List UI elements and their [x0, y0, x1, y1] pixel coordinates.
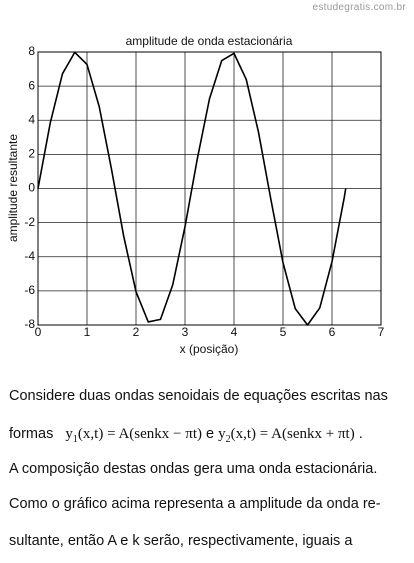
text: y [65, 426, 73, 442]
x-axis-label: x (posição) [180, 342, 239, 356]
x-tick-label: 1 [84, 325, 91, 339]
x-tick-label: 2 [133, 325, 140, 339]
subscript: 1 [72, 434, 78, 445]
chart-title: amplitude de onda estacionária [126, 34, 293, 48]
text: (x,t) = A(senkx + πt) [230, 426, 355, 442]
formula: y2(x,t) = A(senkx + πt) [218, 426, 355, 445]
data-line [37, 51, 347, 326]
y-tick-label: -2 [24, 215, 35, 229]
y-tick-label: 2 [28, 147, 35, 161]
x-tick-label: 3 [182, 325, 189, 339]
text: y [218, 426, 226, 442]
text-line: Considere duas ondas senoidais de equaçõ… [9, 388, 388, 404]
y-tick-label: 8 [28, 44, 35, 58]
x-tick-label: 4 [231, 325, 238, 339]
x-tick-label: 0 [35, 325, 42, 339]
y-tick-label: 4 [28, 112, 35, 126]
y-tick-label: 0 [28, 181, 35, 195]
x-tick-label: 6 [329, 325, 336, 339]
y-axis-label: amplitude resultante [6, 134, 20, 242]
x-tick-label: 7 [378, 325, 385, 339]
text-line: Como o gráfico acima representa a amplit… [9, 496, 381, 512]
text-line: formas y1(x,t) = A(senkx − πt) e y2(x,t)… [9, 426, 363, 445]
text: e [206, 426, 215, 442]
text: formas [9, 426, 54, 442]
text: . [358, 426, 363, 442]
y-tick-label: 6 [28, 78, 35, 92]
subscript: 2 [225, 434, 231, 445]
chart: amplitude de onda estacionária x (posiçã… [6, 34, 385, 356]
y-tick-label: -4 [24, 249, 35, 263]
y-tick-label: -6 [24, 283, 35, 297]
text: (x,t) = A(senkx − πt) [77, 426, 202, 442]
x-tick-label: 5 [280, 325, 287, 339]
y-tick-label: -8 [24, 317, 35, 331]
watermark: estudegratis.com.br [312, 2, 406, 13]
text-line: A composição destas ondas gera uma onda … [9, 461, 378, 477]
formula: y1(x,t) = A(senkx − πt) [65, 426, 202, 445]
text-line: sultante, então A e k serão, respectivam… [9, 533, 353, 549]
